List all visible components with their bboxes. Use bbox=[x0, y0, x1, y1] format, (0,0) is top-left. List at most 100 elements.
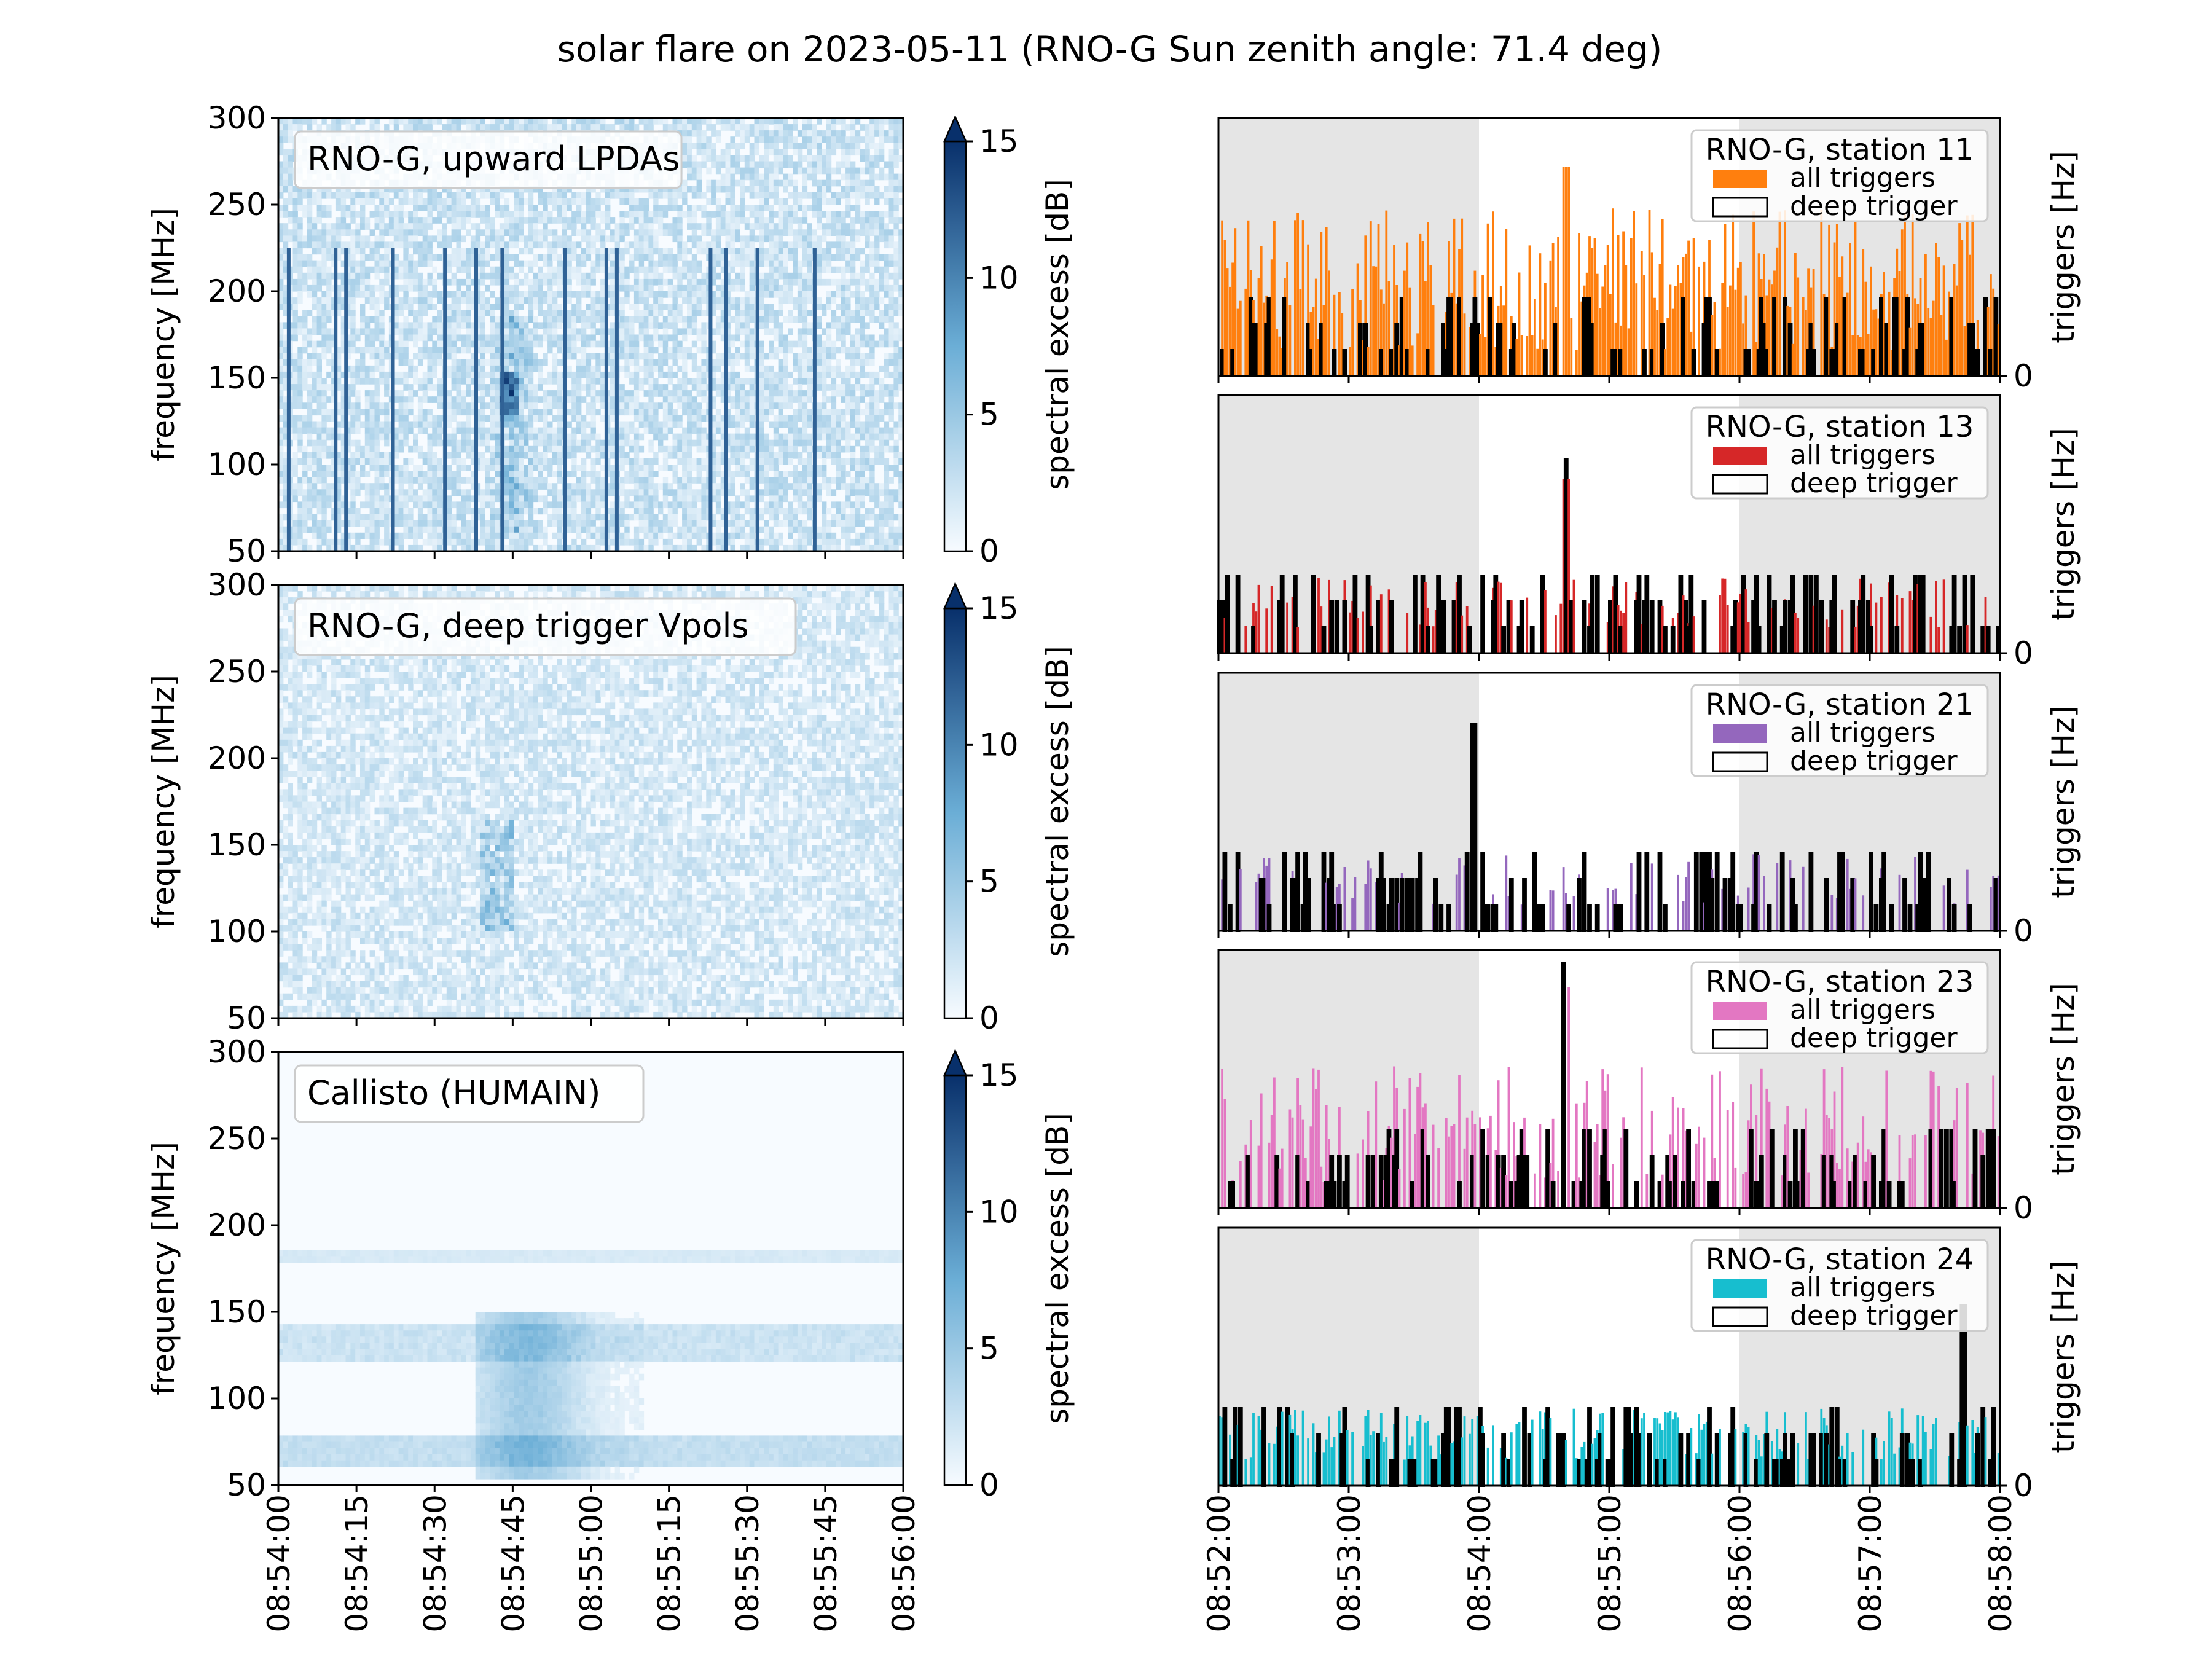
heatmap-cell bbox=[524, 477, 529, 484]
heatmap-cell bbox=[543, 272, 548, 280]
heatmap-cell bbox=[437, 198, 442, 205]
heatmap-cell bbox=[307, 415, 313, 422]
heatmap-cell bbox=[331, 192, 337, 199]
heatmap-cell bbox=[398, 272, 404, 280]
heatmap-cell bbox=[297, 192, 303, 199]
heatmap-cell bbox=[350, 316, 356, 323]
heatmap-cell bbox=[475, 124, 481, 131]
heatmap-cell bbox=[451, 211, 457, 218]
heatmap-cell bbox=[590, 390, 596, 397]
heatmap-cell bbox=[538, 396, 543, 403]
heatmap-cell bbox=[283, 198, 289, 205]
heatmap-cell bbox=[643, 458, 649, 465]
heatmap-cell bbox=[653, 501, 659, 509]
heatmap-cell bbox=[470, 378, 476, 385]
heatmap-cell bbox=[538, 439, 543, 447]
heatmap-cell bbox=[633, 359, 640, 366]
heatmap-cell bbox=[316, 205, 322, 211]
heatmap-cell bbox=[687, 248, 692, 255]
heatmap-cell bbox=[451, 278, 457, 286]
heatmap-cell bbox=[543, 409, 548, 416]
heatmap-cell bbox=[514, 378, 519, 385]
heatmap-cell bbox=[590, 532, 596, 539]
heatmap-cell bbox=[283, 179, 289, 187]
heatmap-cell bbox=[672, 254, 678, 261]
heatmap-cell bbox=[350, 248, 356, 255]
heatmap-cell bbox=[413, 353, 418, 360]
heatmap-cell bbox=[393, 445, 399, 453]
heatmap-cell bbox=[427, 248, 433, 255]
heatmap-cell bbox=[379, 278, 385, 286]
heatmap-cell bbox=[345, 445, 351, 453]
heatmap-cell bbox=[302, 538, 308, 546]
heatmap-cell bbox=[456, 235, 461, 243]
heatmap-cell bbox=[408, 217, 414, 224]
heatmap-cell bbox=[408, 334, 414, 342]
heatmap-cell bbox=[495, 452, 500, 459]
heatmap-cell bbox=[576, 254, 582, 261]
heatmap-cell bbox=[687, 260, 692, 267]
heatmap-cell bbox=[326, 278, 332, 286]
heatmap-cell bbox=[619, 310, 625, 316]
heatmap-cell bbox=[662, 248, 669, 255]
heatmap-cell bbox=[427, 501, 433, 509]
heatmap-cell bbox=[451, 458, 457, 465]
heatmap-cell bbox=[413, 532, 418, 539]
heatmap-cell bbox=[316, 340, 322, 348]
heatmap-cell bbox=[519, 248, 524, 255]
heatmap-cell bbox=[355, 532, 361, 539]
heatmap-cell bbox=[658, 402, 664, 409]
heatmap-cell bbox=[278, 205, 284, 211]
heatmap-cell bbox=[619, 465, 625, 471]
heatmap-cell bbox=[355, 192, 361, 199]
heatmap-cell bbox=[302, 501, 308, 509]
heatmap-cell bbox=[288, 217, 293, 224]
heatmap-cell bbox=[586, 284, 592, 292]
heatmap-cell bbox=[571, 353, 577, 360]
heatmap-cell bbox=[413, 526, 418, 533]
heatmap-cell bbox=[422, 322, 428, 329]
heatmap-cell bbox=[552, 118, 558, 125]
heatmap-cell bbox=[552, 297, 558, 304]
heatmap-cell bbox=[509, 235, 514, 243]
heatmap-cell bbox=[403, 415, 409, 422]
heatmap-cell bbox=[432, 544, 437, 552]
heatmap-cell bbox=[581, 328, 587, 335]
heatmap-cell bbox=[283, 465, 289, 471]
heatmap-cell bbox=[514, 310, 519, 316]
heatmap-cell bbox=[701, 205, 707, 211]
heatmap-cell bbox=[624, 328, 630, 335]
heatmap-cell bbox=[355, 452, 361, 459]
heatmap-cell bbox=[480, 384, 485, 391]
heatmap-cell bbox=[398, 421, 404, 428]
heatmap-cell bbox=[292, 118, 298, 125]
heatmap-cell bbox=[312, 316, 318, 323]
heatmap-cell bbox=[408, 365, 414, 372]
heatmap-cell bbox=[355, 235, 361, 243]
heatmap-cell bbox=[552, 501, 558, 509]
heatmap-cell bbox=[466, 445, 471, 453]
heatmap-cell bbox=[595, 378, 601, 385]
heatmap-cell bbox=[514, 365, 519, 372]
heatmap-cell bbox=[437, 328, 442, 335]
heatmap-cell bbox=[619, 211, 625, 218]
heatmap-cell bbox=[586, 118, 592, 125]
heatmap-cell bbox=[682, 284, 688, 292]
heatmap-cell bbox=[619, 365, 625, 372]
heatmap-cell bbox=[307, 501, 313, 509]
heatmap-cell bbox=[292, 297, 298, 304]
heatmap-cell bbox=[340, 278, 347, 286]
heatmap-cell bbox=[691, 514, 697, 521]
heatmap-cell bbox=[326, 310, 332, 316]
heatmap-cell bbox=[524, 328, 529, 335]
heatmap-cell bbox=[677, 402, 683, 409]
heatmap-cell bbox=[633, 205, 640, 211]
heatmap-cell bbox=[446, 396, 452, 403]
heatmap-cell bbox=[403, 198, 409, 205]
heatmap-cell bbox=[451, 353, 457, 360]
heatmap-cell bbox=[297, 217, 303, 224]
heatmap-cell bbox=[595, 538, 601, 546]
heatmap-cell bbox=[307, 340, 313, 348]
heatmap-cell bbox=[701, 501, 707, 509]
heatmap-cell bbox=[408, 458, 414, 465]
